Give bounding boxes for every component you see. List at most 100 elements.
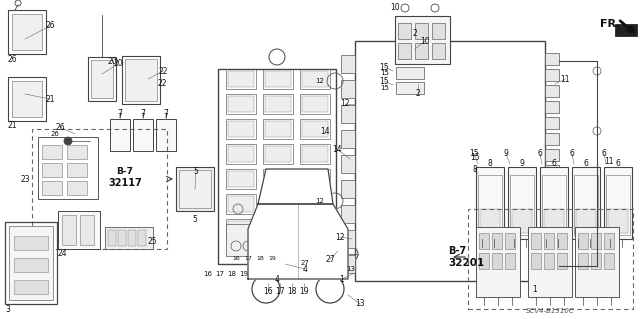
Bar (138, 230, 146, 246)
Text: 6: 6 (602, 150, 607, 159)
Bar (8, 77, 46, 121)
Bar (67, 181, 87, 195)
Text: 15: 15 (469, 150, 479, 159)
Bar (226, 69, 256, 89)
Text: 6: 6 (570, 150, 575, 159)
Bar (42, 163, 62, 177)
Text: 7: 7 (118, 113, 122, 119)
Bar (572, 167, 600, 239)
Bar (545, 69, 559, 81)
Text: 6: 6 (552, 159, 556, 167)
Bar (265, 171, 291, 187)
Bar (302, 146, 328, 162)
Bar (14, 236, 48, 250)
Text: 17: 17 (216, 271, 225, 277)
Bar (179, 170, 211, 208)
Text: 7: 7 (164, 113, 168, 119)
Bar (545, 197, 559, 209)
Text: 22: 22 (157, 79, 167, 88)
Bar (545, 101, 559, 113)
Bar (302, 96, 328, 112)
Text: 18: 18 (287, 286, 297, 295)
Text: 10: 10 (420, 36, 430, 46)
Bar (591, 233, 601, 249)
Bar (176, 167, 214, 211)
Bar (545, 245, 559, 257)
Text: 2: 2 (413, 28, 417, 38)
Bar (545, 117, 559, 129)
Bar (545, 261, 559, 273)
Bar (415, 23, 428, 39)
Bar (263, 94, 293, 114)
Bar (226, 144, 256, 164)
Text: 22: 22 (158, 66, 168, 76)
Bar (265, 196, 291, 212)
Circle shape (316, 275, 344, 303)
Bar (300, 219, 330, 239)
Bar (133, 119, 153, 151)
Bar (125, 59, 157, 101)
Bar (398, 23, 411, 39)
Text: 10: 10 (390, 4, 400, 12)
Bar (341, 205, 355, 223)
Bar (263, 169, 293, 189)
Text: 26: 26 (51, 131, 60, 137)
Bar (226, 169, 256, 189)
Bar (32, 129, 167, 249)
Bar (341, 155, 355, 173)
Bar (604, 253, 614, 269)
Bar (105, 227, 153, 249)
Text: 8: 8 (488, 159, 492, 167)
Bar (228, 121, 254, 137)
Bar (492, 233, 502, 249)
Text: 14: 14 (320, 127, 330, 136)
Bar (265, 146, 291, 162)
Bar (38, 137, 98, 199)
Bar (265, 96, 291, 112)
Text: B-7: B-7 (448, 246, 466, 256)
Bar (263, 194, 293, 214)
Bar (228, 146, 254, 162)
Bar (265, 121, 291, 137)
Bar (14, 258, 48, 272)
Bar (265, 221, 291, 237)
Bar (228, 171, 254, 187)
Text: 13: 13 (355, 300, 365, 308)
Text: 3: 3 (5, 305, 10, 314)
Bar (531, 233, 541, 249)
Text: 12: 12 (340, 100, 349, 108)
Text: 8: 8 (472, 165, 477, 174)
Text: 12: 12 (316, 198, 324, 204)
Bar (67, 145, 87, 159)
Text: 18: 18 (227, 271, 237, 277)
Bar (545, 149, 559, 161)
Bar (545, 85, 559, 97)
Bar (479, 253, 489, 269)
Text: 18: 18 (256, 256, 264, 262)
Bar (9, 226, 53, 300)
Bar (604, 167, 632, 239)
Bar (505, 253, 515, 269)
Text: 15: 15 (381, 85, 389, 91)
Bar (545, 53, 559, 65)
Bar (505, 233, 515, 249)
Bar (540, 167, 568, 239)
Text: 32117: 32117 (108, 178, 142, 188)
Bar (606, 175, 630, 235)
Text: 12: 12 (335, 233, 345, 241)
Text: 11: 11 (604, 157, 614, 166)
Text: 15: 15 (381, 70, 389, 76)
Bar (545, 229, 559, 241)
Bar (542, 175, 566, 235)
Bar (574, 175, 598, 235)
Bar (396, 82, 424, 94)
Bar (355, 41, 545, 281)
Text: 1: 1 (532, 285, 538, 293)
Bar (108, 230, 116, 246)
Bar (88, 57, 116, 101)
Text: 15: 15 (379, 77, 389, 85)
Text: 15: 15 (470, 152, 480, 161)
Bar (110, 119, 130, 151)
Bar (545, 213, 559, 225)
Bar (14, 280, 48, 294)
